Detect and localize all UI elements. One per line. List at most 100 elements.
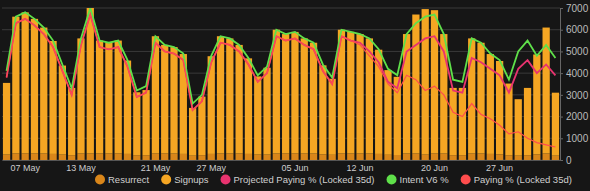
bar: [273, 153, 280, 160]
grid-line: [2, 94, 560, 95]
bar: [282, 34, 289, 153]
legend-swatch: [95, 175, 105, 185]
chart: 0 1000 2000 3000 4000 5000 6000 7000 07 May 13 Ma…: [0, 0, 590, 191]
tick: 27 Jun: [486, 160, 513, 173]
tick-label: 27 Jun: [486, 163, 513, 173]
tick: 4000: [560, 68, 589, 79]
bar: [319, 65, 326, 154]
bar: [142, 90, 149, 155]
bar: [22, 12, 29, 153]
bar: [329, 79, 336, 155]
legend-label: Projected Paying % (Locked 35d): [234, 174, 375, 185]
bar: [431, 153, 438, 160]
tick-label: 2000: [566, 111, 589, 122]
bar: [96, 41, 103, 154]
tick: 12 Jun: [347, 160, 374, 173]
tick: 6000: [560, 24, 589, 35]
tick-mark: [560, 138, 563, 139]
bar: [347, 153, 354, 160]
bar: [515, 99, 522, 155]
bar: [198, 97, 205, 156]
bar: [524, 155, 531, 160]
tick: 3000: [560, 90, 589, 101]
bar: [245, 154, 252, 160]
bar: [449, 155, 456, 160]
tick: 5000: [560, 46, 589, 57]
tick-mark: [560, 8, 563, 9]
bar: [301, 38, 308, 153]
bar: [236, 45, 243, 154]
bar: [254, 155, 261, 160]
tick-label: 07 May: [10, 163, 40, 173]
tick: 21 May: [141, 160, 171, 173]
tick: 20 Jun: [421, 160, 448, 173]
grid-line: [2, 73, 560, 74]
tick: 07 May: [10, 160, 40, 173]
bar: [338, 153, 345, 160]
bar: [68, 88, 75, 155]
legend: Resurrect Signups Projected Paying % (Lock…: [95, 174, 572, 185]
bar: [226, 38, 233, 153]
bar: [422, 9, 429, 154]
tick-label: 21 May: [141, 163, 171, 173]
bar: [31, 19, 38, 154]
bar: [133, 155, 140, 160]
tick-label: 0: [566, 155, 572, 166]
bar: [552, 156, 559, 160]
legend-label: Paying % (Locked 35d): [474, 174, 572, 185]
bar: [412, 153, 419, 160]
grid-line: [2, 8, 560, 9]
tick-label: 13 May: [66, 163, 96, 173]
legend-item: Resurrect: [95, 174, 150, 185]
line: [7, 8, 556, 104]
bar: [487, 154, 494, 160]
bar: [431, 10, 438, 153]
tick-label: 5000: [566, 46, 589, 57]
bar: [236, 153, 243, 160]
bar: [468, 153, 475, 160]
tick: 27 May: [196, 160, 226, 173]
tick: 05 Jun: [281, 160, 308, 173]
bar: [3, 155, 10, 160]
bar: [356, 153, 363, 160]
tick-label: 20 Jun: [421, 163, 448, 173]
legend-item: Signups: [161, 174, 209, 185]
bar: [189, 108, 196, 156]
bar: [310, 43, 317, 154]
grid: [2, 8, 560, 160]
legend-item: Paying % (Locked 35d): [461, 174, 572, 185]
bar: [189, 156, 196, 160]
bar: [449, 88, 456, 155]
tick-label: 7000: [566, 3, 589, 14]
line: [7, 15, 556, 147]
bar: [208, 154, 215, 160]
bar: [105, 153, 112, 160]
bar: [133, 92, 140, 155]
bar: [459, 155, 466, 160]
bar: [49, 41, 56, 154]
bar: [543, 153, 550, 160]
bar: [329, 155, 336, 160]
legend-swatch: [221, 175, 231, 185]
tick-mark: [560, 117, 563, 118]
bar: [533, 154, 540, 160]
plot-area: [3, 8, 559, 160]
bar: [180, 154, 187, 160]
y-axis: 0 1000 2000 3000 4000 5000 6000 7000: [560, 3, 589, 166]
bar: [161, 153, 168, 160]
bar: [68, 155, 75, 160]
legend-label: Signups: [174, 174, 209, 185]
bar: [115, 41, 122, 154]
line: [7, 15, 556, 111]
bar: [366, 153, 373, 160]
bar: [263, 155, 270, 160]
bar: [477, 43, 484, 154]
grid-line: [2, 160, 560, 161]
tick: 0: [560, 155, 572, 166]
tick-label: 1000: [566, 133, 589, 144]
tick-label: 12 Jun: [347, 163, 374, 173]
bar: [468, 38, 475, 153]
tick-mark: [560, 51, 563, 52]
bar: [245, 58, 252, 154]
bar: [384, 155, 391, 160]
